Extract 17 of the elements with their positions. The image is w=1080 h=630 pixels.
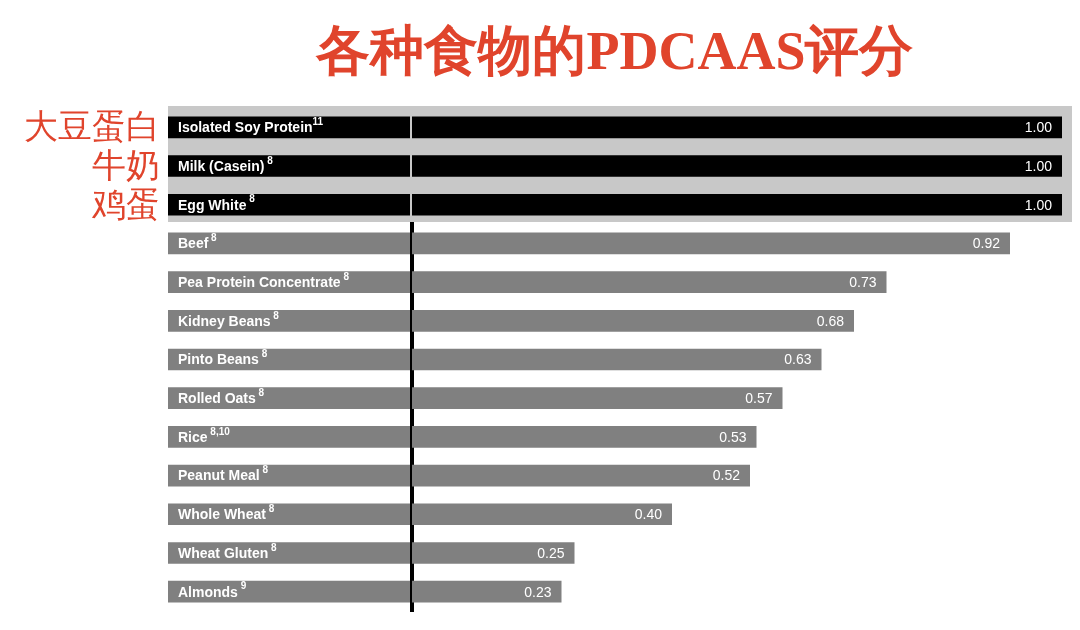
data-label: 1.00 (1024, 157, 1053, 174)
text: 鸡蛋 (91, 185, 160, 223)
data-label: 1.00 (1024, 119, 1053, 136)
data-label: 0.92 (972, 235, 1001, 252)
data-label: 0.40 (634, 506, 663, 523)
text: 牛奶 (92, 146, 160, 184)
data-label: 0.53 (719, 428, 747, 445)
data-label: 0.25 (537, 544, 565, 561)
data-label: 1.00 (1024, 196, 1053, 213)
data-label: 0.57 (745, 390, 773, 407)
data-label: 0.73 (849, 273, 877, 290)
chart-title: 各种食物的PDCAAS评分 (314, 20, 915, 83)
data-label: 0.63 (784, 351, 812, 368)
data-label: 0.68 (816, 312, 845, 329)
data-label: 0.52 (712, 467, 741, 484)
data-label: 0.23 (524, 583, 552, 600)
text: 大豆蛋白 (24, 108, 160, 146)
